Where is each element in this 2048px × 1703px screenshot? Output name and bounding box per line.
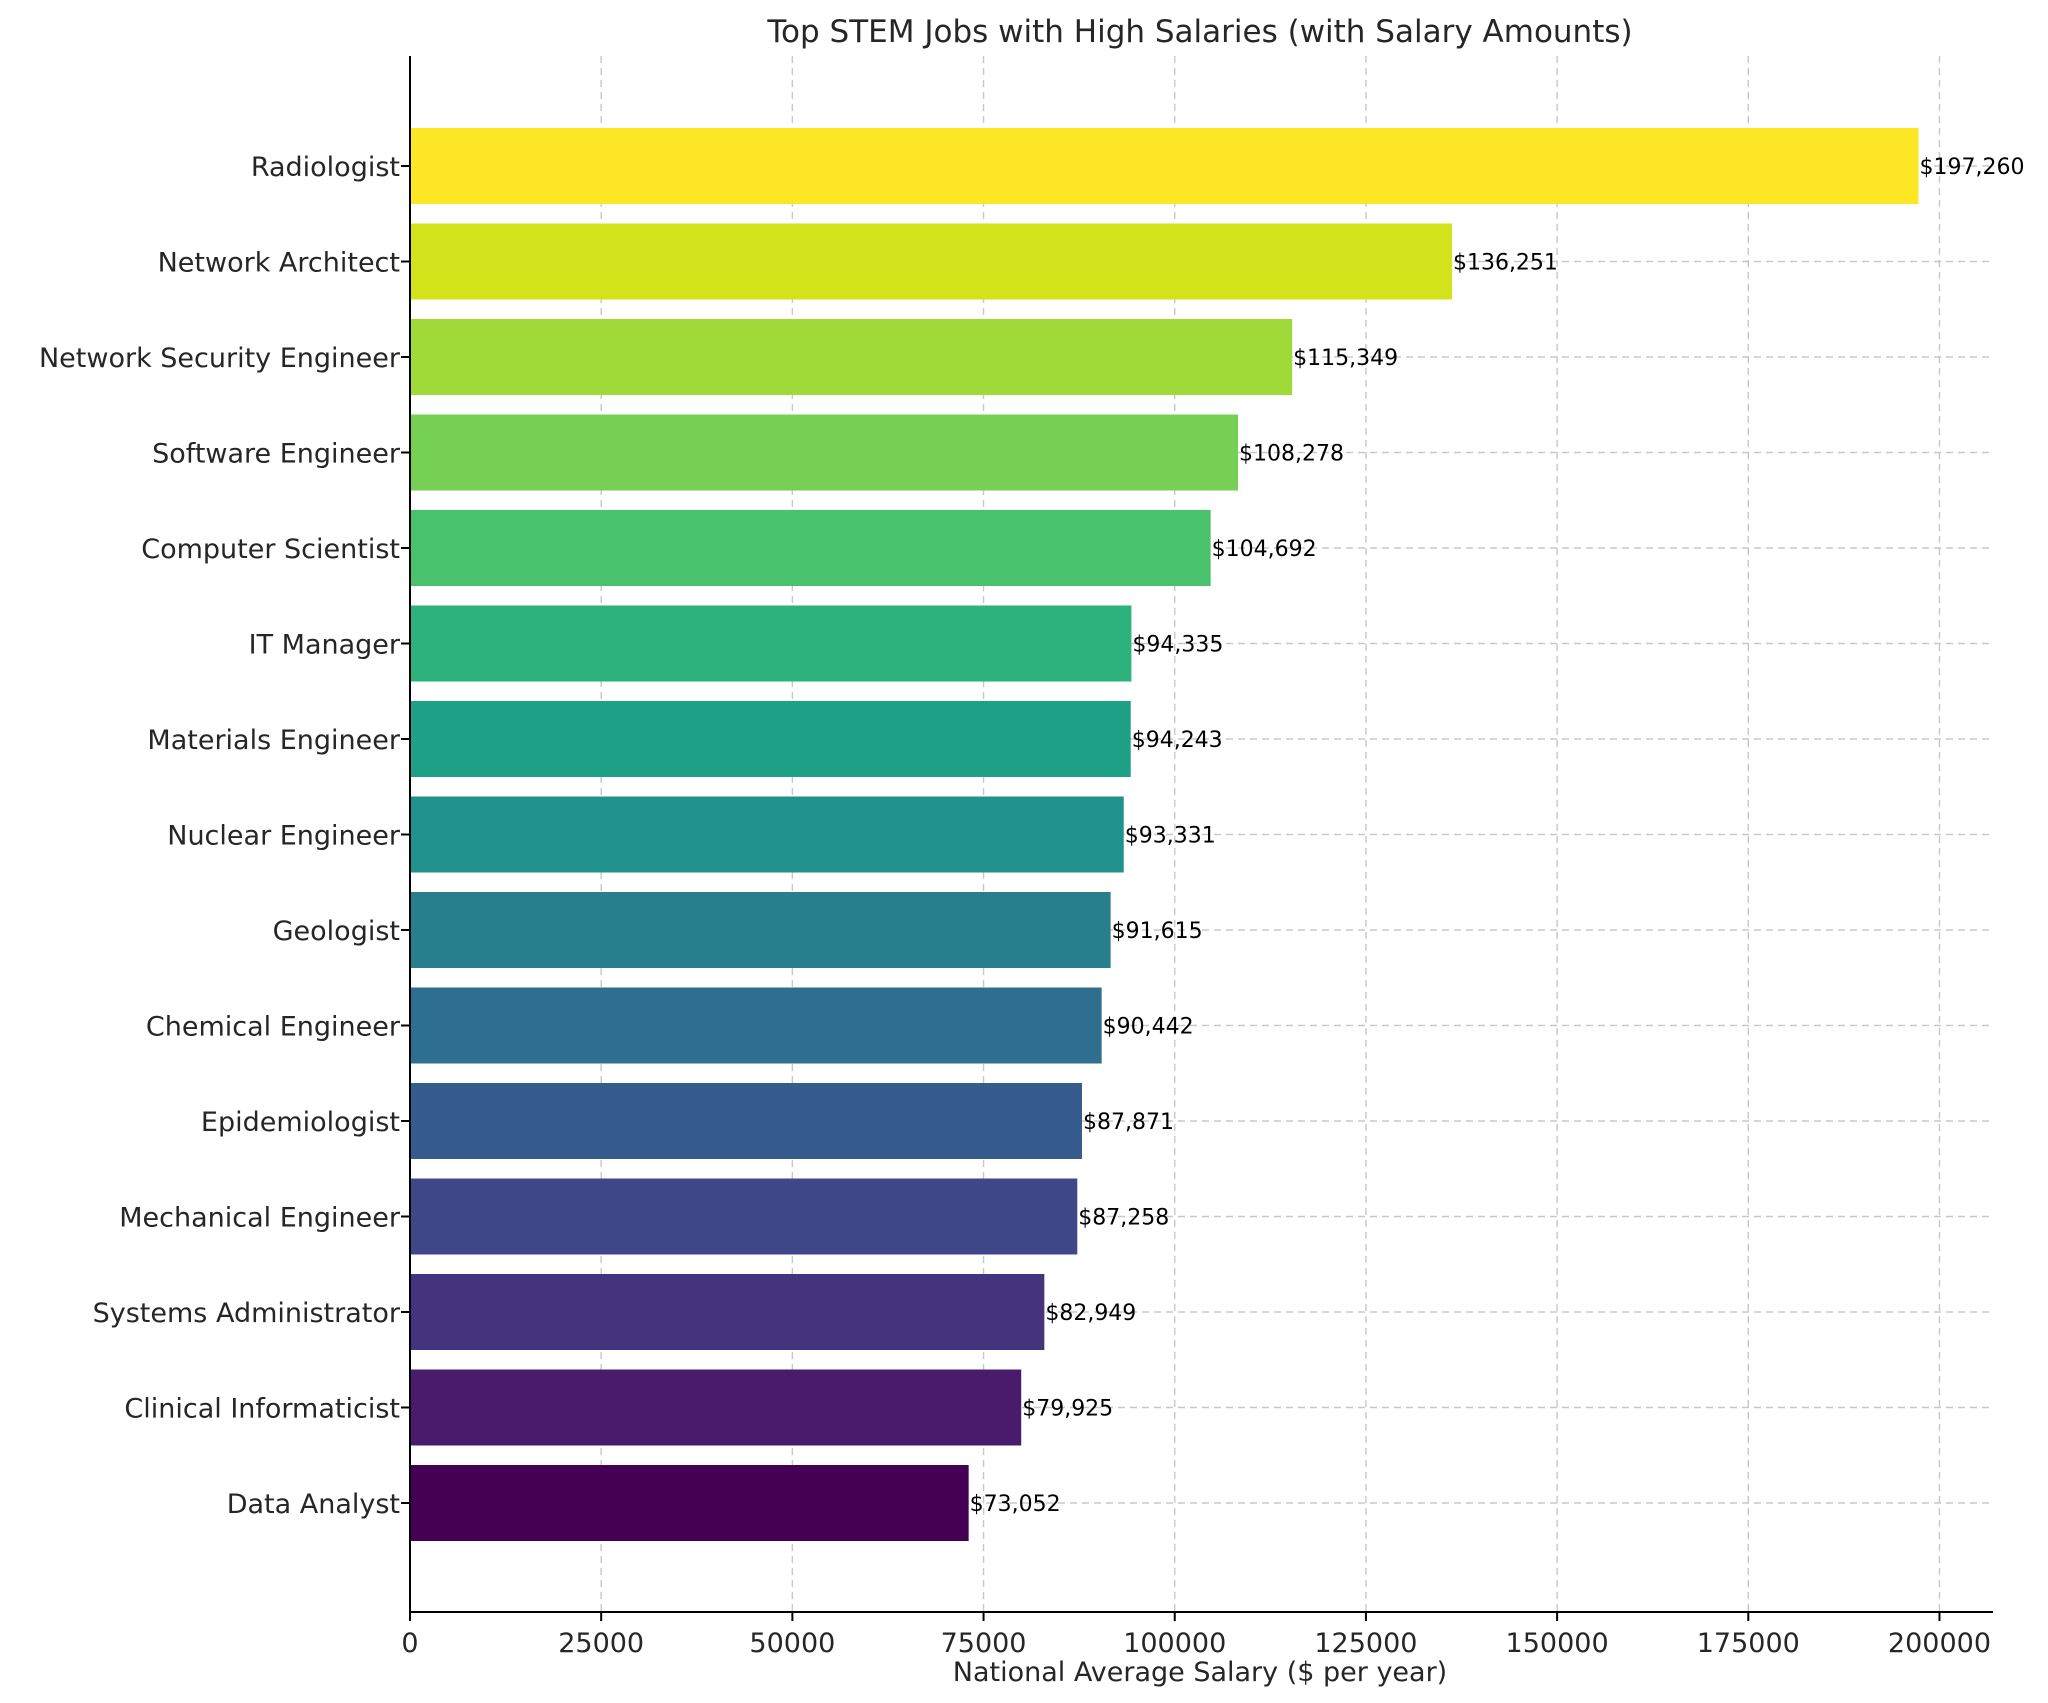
y-tick-label: Radiologist [251, 152, 400, 183]
x-axis-label: National Average Salary ($ per year) [953, 1657, 1447, 1688]
bar-value-label: $87,258 [1078, 1206, 1169, 1231]
y-axis-ticks: Radiologist Network Architect Network Secu… [39, 152, 410, 1520]
y-tick-label: Epidemiologist [201, 1107, 400, 1138]
bar [410, 796, 1124, 873]
y-tick-label: Materials Engineer [147, 725, 400, 756]
y-tick-label: Computer Scientist [141, 534, 400, 565]
bar-value-label: $197,260 [1920, 155, 2025, 180]
bar [410, 1178, 1078, 1255]
bar-value-label: $93,331 [1125, 824, 1216, 849]
y-tick-label: Network Security Engineer [39, 343, 401, 374]
y-tick-label: Chemical Engineer [146, 1012, 401, 1043]
y-tick-label: Mechanical Engineer [119, 1203, 401, 1234]
x-tick-label: 0 [401, 1628, 418, 1659]
x-tick-label: 200000 [1888, 1628, 1991, 1659]
bar-value-label: $108,278 [1239, 442, 1344, 467]
x-tick-label: 150000 [1506, 1628, 1609, 1659]
bar [410, 319, 1293, 395]
bar-value-label: $115,349 [1293, 346, 1398, 371]
bar [410, 223, 1452, 300]
bar [410, 1465, 969, 1541]
bar [410, 510, 1211, 586]
x-tick-label: 75000 [941, 1628, 1027, 1659]
bars [410, 128, 1919, 1541]
bar-value-label: $90,442 [1103, 1015, 1194, 1040]
bar [410, 128, 1919, 204]
bar [410, 1369, 1022, 1446]
x-axis-ticks: 0 25000 50000 75000 100000 125000 150000 175000… [401, 1612, 1991, 1659]
y-tick-label: IT Manager [249, 630, 401, 661]
x-tick-label: 175000 [1697, 1628, 1800, 1659]
bar-value-label: $82,949 [1045, 1301, 1136, 1326]
bar-value-label: $94,335 [1132, 633, 1223, 658]
bar-value-labels: $197,260 $136,251 $115,349 $108,278 $104,692… [970, 155, 2025, 1517]
bar-value-label: $136,251 [1453, 251, 1558, 276]
bar-value-label: $104,692 [1212, 537, 1317, 562]
bar [410, 414, 1239, 491]
bar [410, 892, 1111, 968]
bar-value-label: $87,871 [1083, 1110, 1174, 1135]
bar-value-label: $91,615 [1112, 919, 1203, 944]
chart-title: Top STEM Jobs with High Salaries (with S… [766, 14, 1632, 50]
bar [410, 987, 1102, 1064]
bar-value-label: $79,925 [1022, 1397, 1113, 1422]
bar-value-label: $73,052 [970, 1492, 1061, 1517]
x-tick-label: 25000 [558, 1628, 644, 1659]
y-tick-label: Software Engineer [152, 439, 401, 470]
y-tick-label: Data Analyst [227, 1489, 400, 1520]
y-tick-label: Clinical Informaticist [124, 1394, 400, 1425]
y-tick-label: Geologist [273, 916, 400, 947]
x-tick-label: 100000 [1123, 1628, 1226, 1659]
y-tick-label: Nuclear Engineer [167, 821, 401, 852]
x-tick-label: 125000 [1314, 1628, 1417, 1659]
bar [410, 1083, 1082, 1159]
y-tick-label: Systems Administrator [93, 1298, 401, 1329]
x-tick-label: 50000 [749, 1628, 835, 1659]
y-tick-label: Network Architect [158, 248, 400, 279]
bar-value-label: $94,243 [1132, 728, 1223, 753]
bar [410, 605, 1132, 682]
bar [410, 701, 1131, 777]
bar [410, 1274, 1045, 1350]
